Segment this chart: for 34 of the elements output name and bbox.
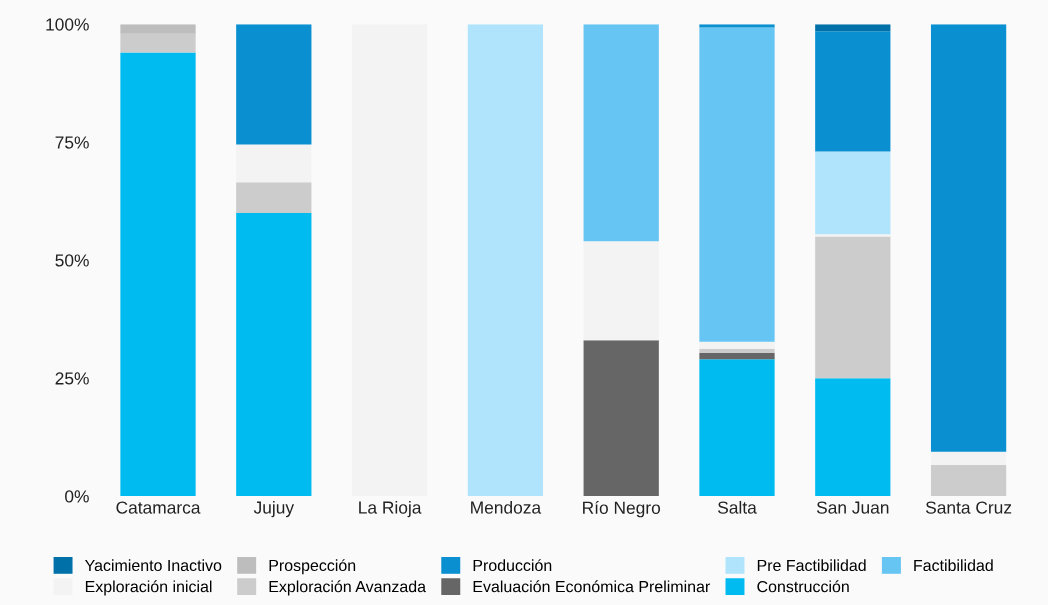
x-tick-label: Santa Cruz: [925, 501, 1012, 514]
legend-label: Factibilidad: [914, 559, 993, 572]
bar: [699, 353, 775, 360]
bar: [120, 24, 196, 34]
y-tick-label: 25%: [55, 372, 89, 385]
x-tick-label: Río Negro: [583, 500, 661, 518]
y-tick-label: 50%: [55, 254, 89, 267]
bar: [236, 212, 312, 497]
x-tick-label: San Juan: [816, 501, 889, 514]
bar: [467, 24, 544, 497]
x-tick-label: Jujuy: [253, 500, 295, 518]
legend-label: Prospección: [269, 559, 356, 575]
x-tick-label: Salta: [718, 500, 757, 514]
legend-label: Yacimiento Inactivo: [84, 559, 222, 572]
legend-label: Pre Factibilidad: [757, 559, 866, 572]
x-tick-label: La Rioja: [359, 500, 422, 518]
x-tick-label: Mendoza: [471, 500, 542, 514]
bar: [699, 24, 775, 28]
y-tick-label: 100%: [46, 18, 89, 31]
legend-label: Exploración Avanzada: [269, 580, 427, 596]
bar: [815, 151, 891, 235]
bar: [120, 52, 196, 497]
bar: [815, 236, 891, 379]
y-tick-label: 75%: [55, 136, 89, 149]
bar: [120, 33, 196, 53]
legend-label: Exploración inicial: [85, 580, 212, 596]
legend-label: Construcción: [757, 580, 849, 593]
legend-label: Evaluación Económica Preliminar: [473, 580, 710, 593]
bar: [699, 359, 775, 497]
bar: [815, 378, 891, 497]
y-tick-label: 0%: [65, 490, 89, 503]
bar: [815, 31, 891, 152]
legend-label: Producción: [473, 559, 552, 572]
x-tick-label: Catamarca: [116, 501, 201, 514]
